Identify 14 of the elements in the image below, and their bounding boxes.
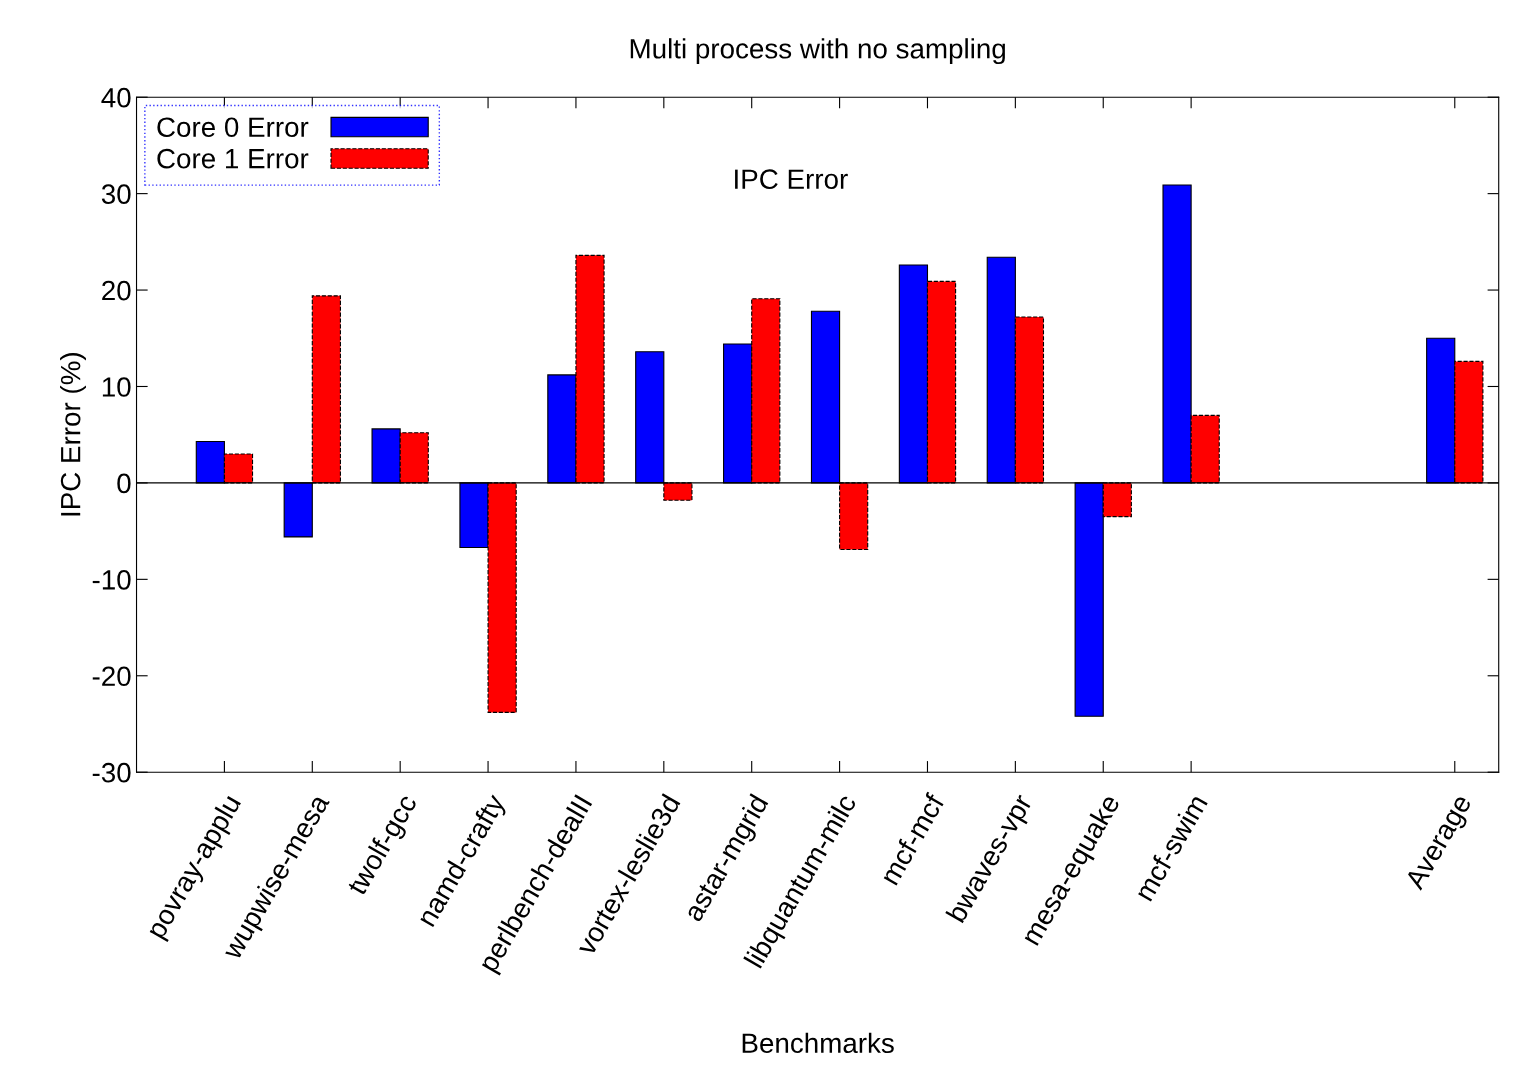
y-axis-title: IPC Error (%) (60, 353, 86, 516)
y-tick-label: 0 (117, 473, 131, 494)
y-tick-label: -20 (92, 666, 131, 687)
annotation: IPC Error (735, 169, 848, 190)
y-tick-label: 30 (101, 184, 131, 204)
legend-label: Core 0 Error (157, 117, 309, 138)
x-axis-title: Benchmarks (742, 1032, 894, 1054)
y-tick-label: 20 (102, 280, 131, 301)
y-tick-label: 40 (101, 87, 131, 108)
y-tick-label: -30 (92, 762, 131, 783)
y-tick-label: -10 (92, 570, 131, 590)
legend-label: Core 1 Error (157, 148, 309, 169)
chart-title: Multi process with no sampling (630, 38, 1005, 65)
y-tick-label: 10 (102, 377, 131, 397)
